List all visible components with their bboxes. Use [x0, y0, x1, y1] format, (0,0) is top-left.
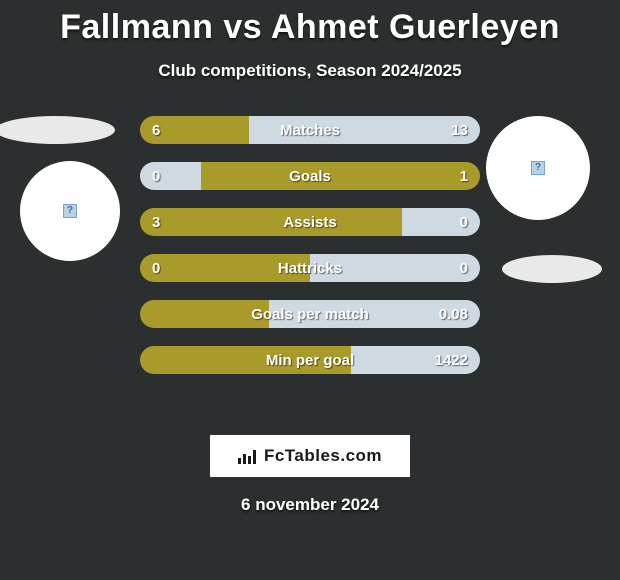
bar-left-fill [140, 254, 310, 282]
stat-bar: Min per goal1422 [140, 346, 480, 374]
unknown-avatar-icon: ? [63, 204, 77, 218]
stat-bar: Goals01 [140, 162, 480, 190]
bar-right-fill [201, 162, 480, 190]
decor-ellipse-top-left [0, 116, 115, 144]
bar-right-fill [351, 346, 480, 374]
bar-right-fill [310, 254, 480, 282]
page-title: Fallmann vs Ahmet Guerleyen [0, 8, 620, 47]
bar-right-fill [249, 116, 480, 144]
stat-bar: Hattricks00 [140, 254, 480, 282]
bar-left-fill [140, 300, 269, 328]
player-avatar-left: ? [20, 161, 120, 261]
subtitle: Club competitions, Season 2024/2025 [0, 61, 620, 81]
bar-right-fill [269, 300, 480, 328]
decor-ellipse-bottom-right [502, 255, 602, 283]
bar-left-fill [140, 162, 201, 190]
comparison-stage: ? ? Matches613Goals01Assists30Hattricks0… [0, 121, 620, 421]
stat-bars: Matches613 Goals01 Assists30 Hattricks00 Goa… [140, 116, 480, 392]
brand-text: FcTables.com [264, 446, 382, 466]
stat-bar: Matches613 [140, 116, 480, 144]
brand-badge: FcTables.com [210, 435, 410, 477]
bar-left-fill [140, 208, 402, 236]
date-text: 6 november 2024 [0, 495, 620, 515]
brand-bars-icon [238, 448, 258, 464]
bar-right-fill [402, 208, 480, 236]
bar-left-fill [140, 346, 351, 374]
player-avatar-right: ? [486, 116, 590, 220]
bar-left-fill [140, 116, 249, 144]
stat-bar: Goals per match0.08 [140, 300, 480, 328]
unknown-avatar-icon: ? [531, 161, 545, 175]
stat-bar: Assists30 [140, 208, 480, 236]
content: Fallmann vs Ahmet Guerleyen Club competi… [0, 0, 620, 580]
